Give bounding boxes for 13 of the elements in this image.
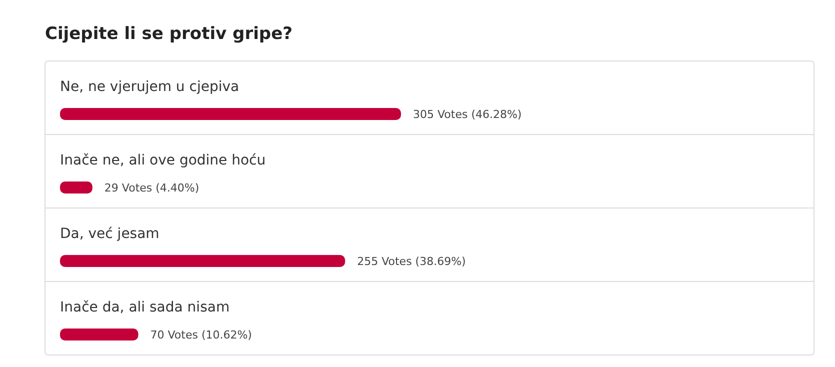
chart-title: Cijepite li se protiv gripe? (45, 24, 292, 44)
bar (60, 255, 346, 267)
data-label: 255 Votes (38.69%) (357, 255, 466, 268)
y-tick-label: Inače da, ali sada nisam (60, 300, 230, 316)
y-tick-label: Inače ne, ali ove godine hoću (60, 152, 266, 168)
bar (60, 108, 401, 120)
bar (60, 182, 92, 194)
data-label: 70 Votes (10.62%) (150, 328, 252, 342)
data-label: 29 Votes (4.40%) (104, 182, 200, 194)
y-tick-label: Ne, ne vjerujem u cjepiva (60, 79, 240, 95)
y-tick-label: Da, već jesam (60, 226, 160, 242)
data-label: 305 Votes (46.28%) (413, 108, 522, 121)
bar (60, 328, 138, 340)
